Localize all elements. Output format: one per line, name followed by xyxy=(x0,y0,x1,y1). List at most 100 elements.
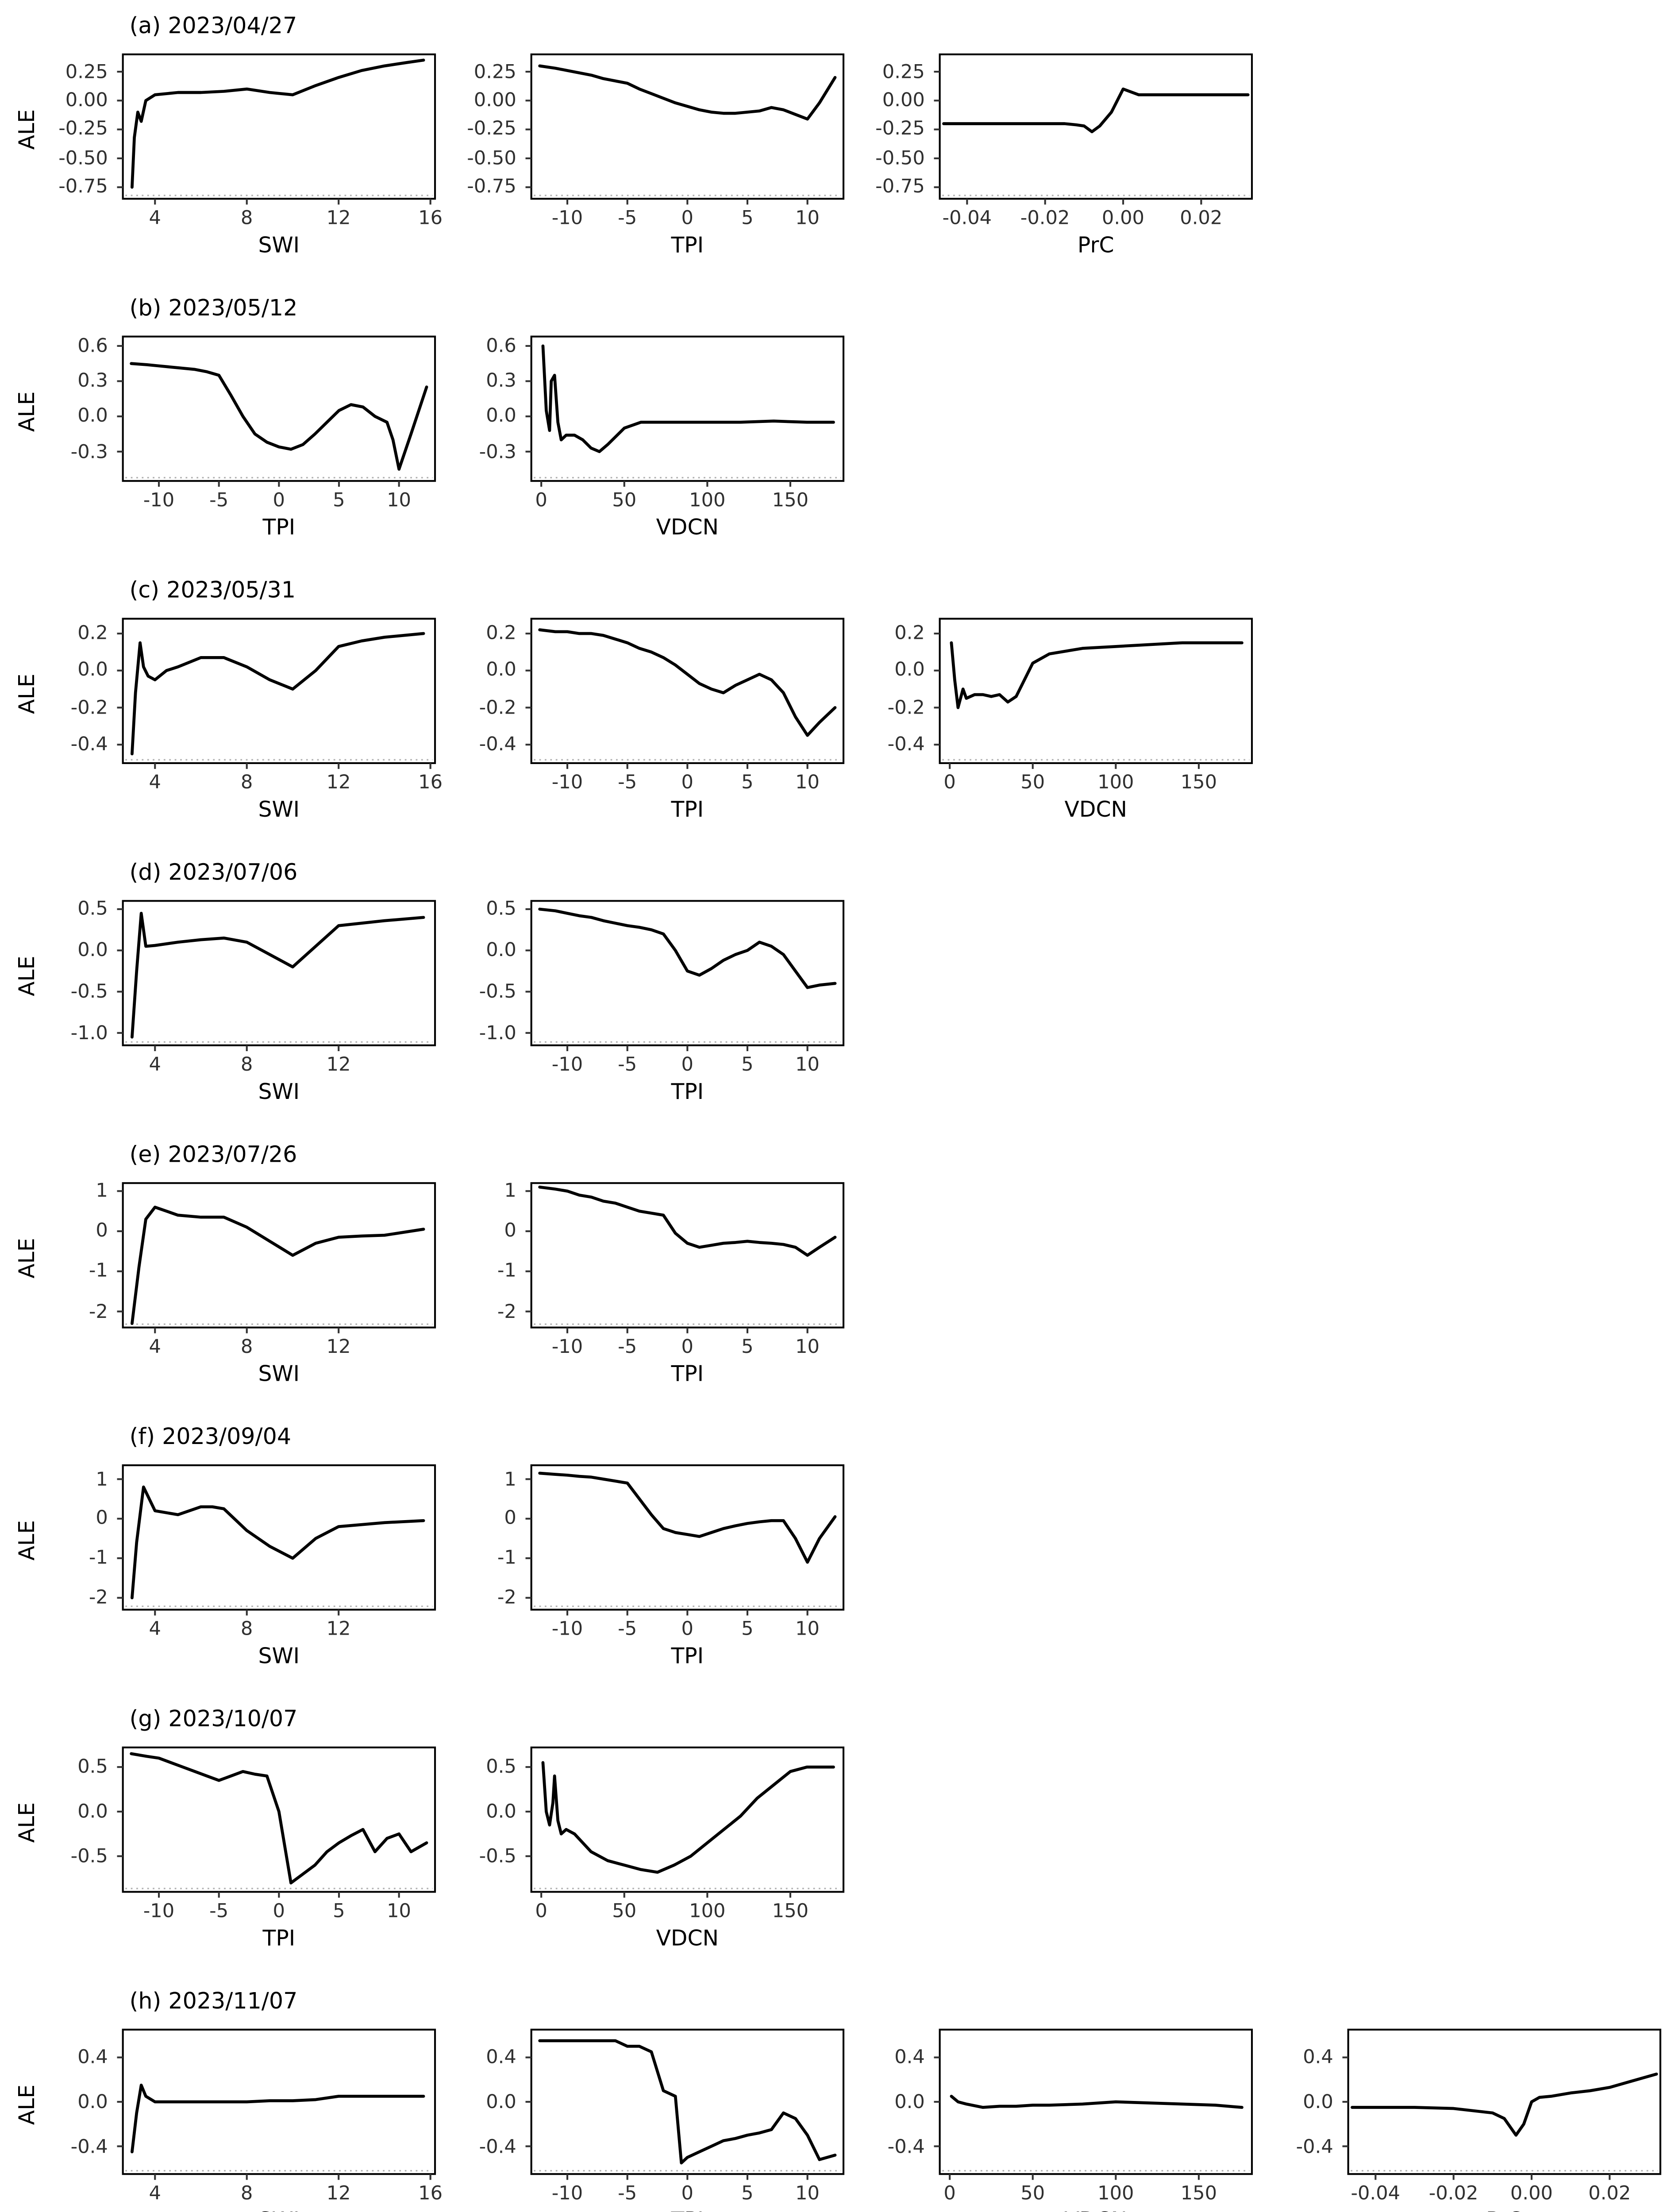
plot-canvas xyxy=(525,335,845,487)
x-tick-label: 150 xyxy=(1180,2181,1217,2204)
y-tick-labels: 0.4 0.0 -0.4 xyxy=(1272,2028,1338,2181)
y-tick-label: -0.50 xyxy=(467,146,516,169)
ale-panel: 0.2 0.0 -0.2 -0.4 -10 -5 0 5 10 TPI xyxy=(455,618,847,823)
ale-panel: 1 0 -1 -2 4 8 12 SWI xyxy=(46,1464,438,1670)
x-tick-label: 0 xyxy=(535,488,547,511)
y-tick-label: -0.75 xyxy=(58,175,108,198)
y-axis-title-text: ALE xyxy=(15,109,41,150)
plot-column: -10 -5 0 5 10 TPI xyxy=(521,900,847,1106)
plot-column: -10 -5 0 5 10 TPI xyxy=(113,335,438,541)
x-tick-label: 12 xyxy=(326,1617,351,1640)
x-tick-label: 8 xyxy=(240,1334,253,1358)
x-tick-label: 50 xyxy=(612,1899,637,1922)
plot-canvas xyxy=(525,2028,845,2180)
y-tick-label: 0.4 xyxy=(894,2045,925,2068)
panel-border xyxy=(122,900,436,1046)
ale-line xyxy=(538,1471,837,1564)
y-axis-title-text: ALE xyxy=(15,1238,41,1279)
x-axis-title: TPI xyxy=(671,234,704,259)
x-tick-label: 50 xyxy=(1020,2181,1045,2204)
plot-column: -10 -5 0 5 10 TPI xyxy=(521,1464,847,1670)
y-tick-label: 1 xyxy=(96,1179,108,1202)
y-tick-label: 0 xyxy=(96,1218,108,1242)
x-tick-label: 10 xyxy=(387,488,412,511)
x-tick-label: -5 xyxy=(618,2181,637,2204)
y-tick-labels: 0.2 0.0 -0.2 -0.4 xyxy=(46,618,113,770)
x-tick-label: 10 xyxy=(795,2181,820,2204)
x-tick-label: -10 xyxy=(551,1052,583,1076)
ale-line xyxy=(541,1761,835,1874)
plot-canvas xyxy=(934,53,1253,205)
y-axis-title: ALE xyxy=(10,900,47,1052)
x-tick-label: 0.02 xyxy=(1180,206,1223,229)
plot-canvas xyxy=(117,1182,436,1333)
x-tick-labels: -10 -5 0 5 10 xyxy=(521,206,847,230)
x-axis-title: TPI xyxy=(521,2209,847,2212)
x-tick-label: 12 xyxy=(326,770,351,794)
y-tick-label: 0.6 xyxy=(486,333,516,357)
y-tick-labels: 0.2 0.0 -0.2 -0.4 xyxy=(863,618,930,770)
x-tick-labels: 0 50 100 150 xyxy=(930,2181,1255,2206)
ale-line xyxy=(538,64,837,121)
row-title: (g) 2023/10/07 xyxy=(129,1706,298,1733)
chart-grid: (a) 2023/04/27 ALE 0.25 0.00 -0.25 -0.50 -0.75… xyxy=(10,13,1667,2212)
y-tick-labels: 0.25 0.00 -0.25 -0.50 -0.75 xyxy=(46,53,113,206)
y-tick-label: 0.6 xyxy=(77,333,108,357)
x-tick-label: 100 xyxy=(1097,770,1134,794)
x-axis-title: PrC xyxy=(1077,234,1114,259)
x-tick-label: 0 xyxy=(943,770,956,794)
x-tick-label: 10 xyxy=(795,1052,820,1076)
x-axis-title: TPI xyxy=(671,1080,704,1106)
y-tick-label: 0.2 xyxy=(77,621,108,645)
plot-column: 0 50 100 150 VDCN xyxy=(930,2028,1255,2212)
y-axis-title-text: ALE xyxy=(15,1802,41,1843)
x-tick-labels: 4 8 12 16 xyxy=(113,206,443,230)
panel-row: (e) 2023/07/26 ALE 1 0 -1 -2 4 8 12 SWI 1 0 -1 -2 -10-… xyxy=(10,1142,1667,1388)
y-tick-label: -0.4 xyxy=(1296,2134,1333,2157)
x-axis-title: TPI xyxy=(671,798,704,823)
plot-column: -0.04 -0.02 0.00 0.02 PrC xyxy=(1338,2028,1663,2212)
row-title: (a) 2023/04/27 xyxy=(129,13,297,40)
row-body: ALE 0.5 0.0 -0.5 -1.0 4 8 12 SWI 0.5 0.0 -0.5 -1.0 -1… xyxy=(10,896,1667,1106)
panel-border xyxy=(122,618,436,764)
y-axis-title: ALE xyxy=(10,1464,47,1617)
x-tick-label: 50 xyxy=(612,488,637,511)
x-tick-label: 4 xyxy=(149,770,161,794)
x-tick-label: 16 xyxy=(418,770,443,794)
row-body: ALE 0.2 0.0 -0.2 -0.4 4 8 12 16 SWI 0.2 0.0 -0.2 -0.4… xyxy=(10,618,1667,823)
y-tick-label: 0.5 xyxy=(77,896,108,920)
y-tick-label: -0.50 xyxy=(875,146,925,169)
x-tick-label: -5 xyxy=(618,206,637,229)
y-tick-label: 0.0 xyxy=(77,938,108,961)
x-tick-labels: 4 8 12 xyxy=(113,1335,438,1359)
y-tick-label: -1.0 xyxy=(70,1020,108,1044)
x-tick-label: 8 xyxy=(240,1052,253,1076)
y-tick-label: -0.4 xyxy=(887,2134,925,2157)
ale-line xyxy=(130,1752,428,1885)
y-tick-labels: 0.6 0.3 0.0 -0.3 xyxy=(46,333,113,488)
panel-row: (f) 2023/09/04 ALE 1 0 -1 -2 4 8 12 SWI 1 0 -1 -2 -10-… xyxy=(10,1424,1667,1670)
x-tick-label: 5 xyxy=(741,1052,754,1076)
y-tick-label: -0.5 xyxy=(479,979,516,1002)
panel-border xyxy=(530,53,845,200)
y-tick-label: 0.0 xyxy=(486,658,516,682)
ale-panel: 1 0 -1 -2 -10 -5 0 5 10 TPI xyxy=(455,1464,847,1670)
y-tick-label: 0.4 xyxy=(1303,2045,1333,2068)
ale-line xyxy=(130,362,428,471)
ale-panel: 0.2 0.0 -0.2 -0.4 4 8 12 16 SWI xyxy=(46,618,443,823)
x-axis-title: TPI xyxy=(262,516,296,541)
y-tick-labels: 0.5 0.0 -0.5 xyxy=(455,1746,521,1899)
ale-line xyxy=(538,2039,837,2165)
x-tick-labels: -10 -5 0 5 10 xyxy=(521,1617,847,1641)
x-tick-label: 4 xyxy=(149,2181,161,2204)
plot-column: -10 -5 0 5 10 TPI xyxy=(113,1746,438,1952)
x-tick-label: -10 xyxy=(551,1334,583,1358)
x-tick-label: 0.02 xyxy=(1588,2181,1631,2204)
x-tick-label: 0.00 xyxy=(1510,2181,1553,2204)
plot-canvas xyxy=(934,618,1253,769)
plot-canvas xyxy=(117,900,436,1051)
ale-panel: 0.25 0.00 -0.25 -0.50 -0.75 4 8 12 16 SWI xyxy=(46,53,443,259)
row-title: (b) 2023/05/12 xyxy=(129,295,298,322)
x-tick-labels: 4 8 12 16 xyxy=(113,770,443,795)
ale-line xyxy=(950,2095,1244,2109)
